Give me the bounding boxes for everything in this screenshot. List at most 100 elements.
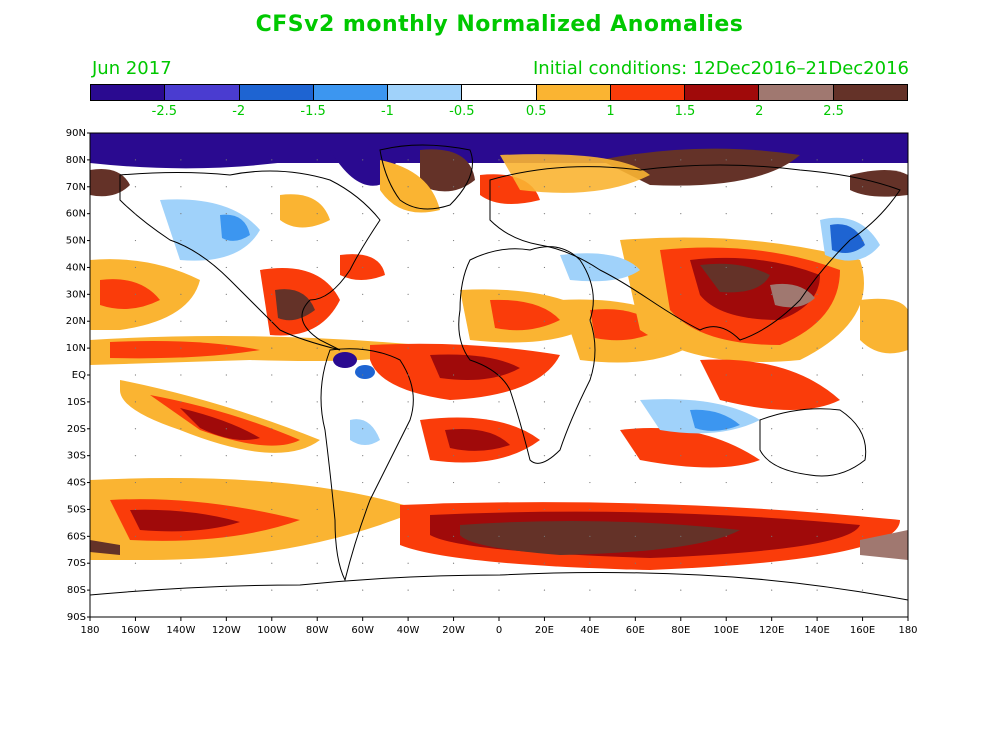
longitude-label: 80E: [671, 625, 690, 636]
grid-dot: [407, 481, 409, 484]
grid-dot: [816, 213, 818, 215]
grid-dot: [180, 535, 182, 537]
grid-dot: [589, 428, 591, 430]
grid-dot: [498, 401, 500, 403]
colorbar-label: 2: [755, 104, 764, 119]
grid-dot: [316, 401, 318, 403]
grid-dot: [725, 481, 727, 484]
grid-dot: [771, 428, 773, 430]
maritime-continent-warm: [700, 359, 840, 410]
grid-dot: [680, 239, 682, 242]
grid-dot: [498, 481, 500, 484]
hudson-warm: [280, 194, 330, 228]
grid-dot: [362, 589, 364, 591]
grid-dot: [498, 535, 500, 537]
grid-dot: [407, 239, 409, 242]
grid-dot: [134, 213, 137, 215]
initial-conditions: Initial conditions: 12Dec2016–21Dec2016: [532, 58, 909, 79]
grid-dot: [271, 589, 273, 591]
grid-dot: [362, 401, 364, 403]
grid-dot: [316, 481, 318, 484]
grid-dot: [634, 293, 636, 295]
grid-dot: [543, 428, 546, 430]
grid-dot: [498, 589, 500, 591]
grid-dot: [134, 320, 137, 322]
grid-dot: [180, 239, 182, 242]
grid-dot: [407, 562, 409, 564]
longitude-label: 180: [80, 625, 99, 636]
grid-dot: [180, 455, 182, 457]
grid-dot: [225, 562, 227, 564]
grid-dot: [271, 562, 273, 564]
grid-dot: [498, 159, 500, 161]
grid-dot: [634, 401, 636, 403]
grid-dot: [498, 428, 500, 430]
grid-dot: [680, 508, 682, 511]
grid-dot: [271, 428, 273, 430]
anomaly-fields: [90, 133, 908, 570]
grid-dot: [134, 159, 137, 161]
grid-dot: [134, 562, 137, 564]
grid-dot: [543, 481, 546, 484]
grid-dot: [861, 374, 864, 376]
grid-dot: [180, 293, 182, 295]
grid-dot: [680, 293, 682, 295]
colorbar-segment: [313, 85, 389, 100]
grid-dot: [452, 320, 455, 322]
grid-dot: [680, 213, 682, 215]
grid-dot: [271, 186, 273, 188]
grid-dot: [407, 508, 409, 511]
grid-dot: [180, 186, 182, 188]
grid-dot: [634, 374, 636, 376]
north-america-coast: [119, 170, 381, 351]
grid-dot: [498, 239, 500, 242]
grid-dot: [452, 481, 455, 484]
latitude-label: 80S: [67, 585, 86, 596]
latitude-label: 50N: [66, 236, 86, 247]
grid-dot: [725, 213, 727, 215]
grid-dot: [362, 455, 364, 457]
grid-dot: [680, 401, 682, 403]
grid-dot: [498, 562, 500, 564]
grid-dot: [680, 374, 682, 376]
grid-dot: [771, 481, 773, 484]
grid-dot: [225, 455, 227, 457]
grid-dot: [816, 428, 818, 430]
tropical-atlantic-core: [430, 354, 520, 381]
longitude-label: 100E: [714, 625, 739, 636]
grid-dot: [271, 347, 273, 349]
latitude-label: 40N: [66, 262, 86, 273]
grid-dot: [134, 589, 137, 591]
barents-margin: [500, 154, 650, 193]
grid-dot: [861, 481, 864, 484]
grid-dot: [771, 213, 773, 215]
south-pacific-core: [150, 395, 300, 446]
longitude-label: 20E: [535, 625, 554, 636]
grid-dot: [498, 213, 500, 215]
grid-dot: [634, 428, 636, 430]
north-pacific-core: [100, 279, 160, 309]
grid-dot: [543, 401, 546, 403]
grid-dot: [316, 508, 318, 511]
asia-core-1: [700, 263, 770, 293]
grid-dot: [725, 293, 727, 295]
grid-dot: [316, 589, 318, 591]
grid-dot: [725, 159, 727, 161]
grid-dot: [180, 320, 182, 322]
grid-dot: [225, 535, 227, 537]
grid-dot: [407, 374, 409, 376]
grid-dot: [861, 347, 864, 349]
grid-dot: [589, 159, 591, 161]
grid-dot: [725, 266, 727, 269]
colorbar-segment: [239, 85, 314, 100]
colorbar-label: -1.5: [300, 104, 326, 119]
arctic-lobe-west: [90, 133, 300, 169]
colorbar-segment: [165, 85, 240, 100]
colorbar-label: -0.5: [449, 104, 475, 119]
grid-dot: [316, 428, 318, 430]
grid-dot: [225, 589, 227, 591]
grid-dot: [180, 562, 182, 564]
grid-dot: [543, 320, 546, 322]
grid-dot: [452, 455, 455, 457]
grid-dot: [634, 320, 636, 322]
